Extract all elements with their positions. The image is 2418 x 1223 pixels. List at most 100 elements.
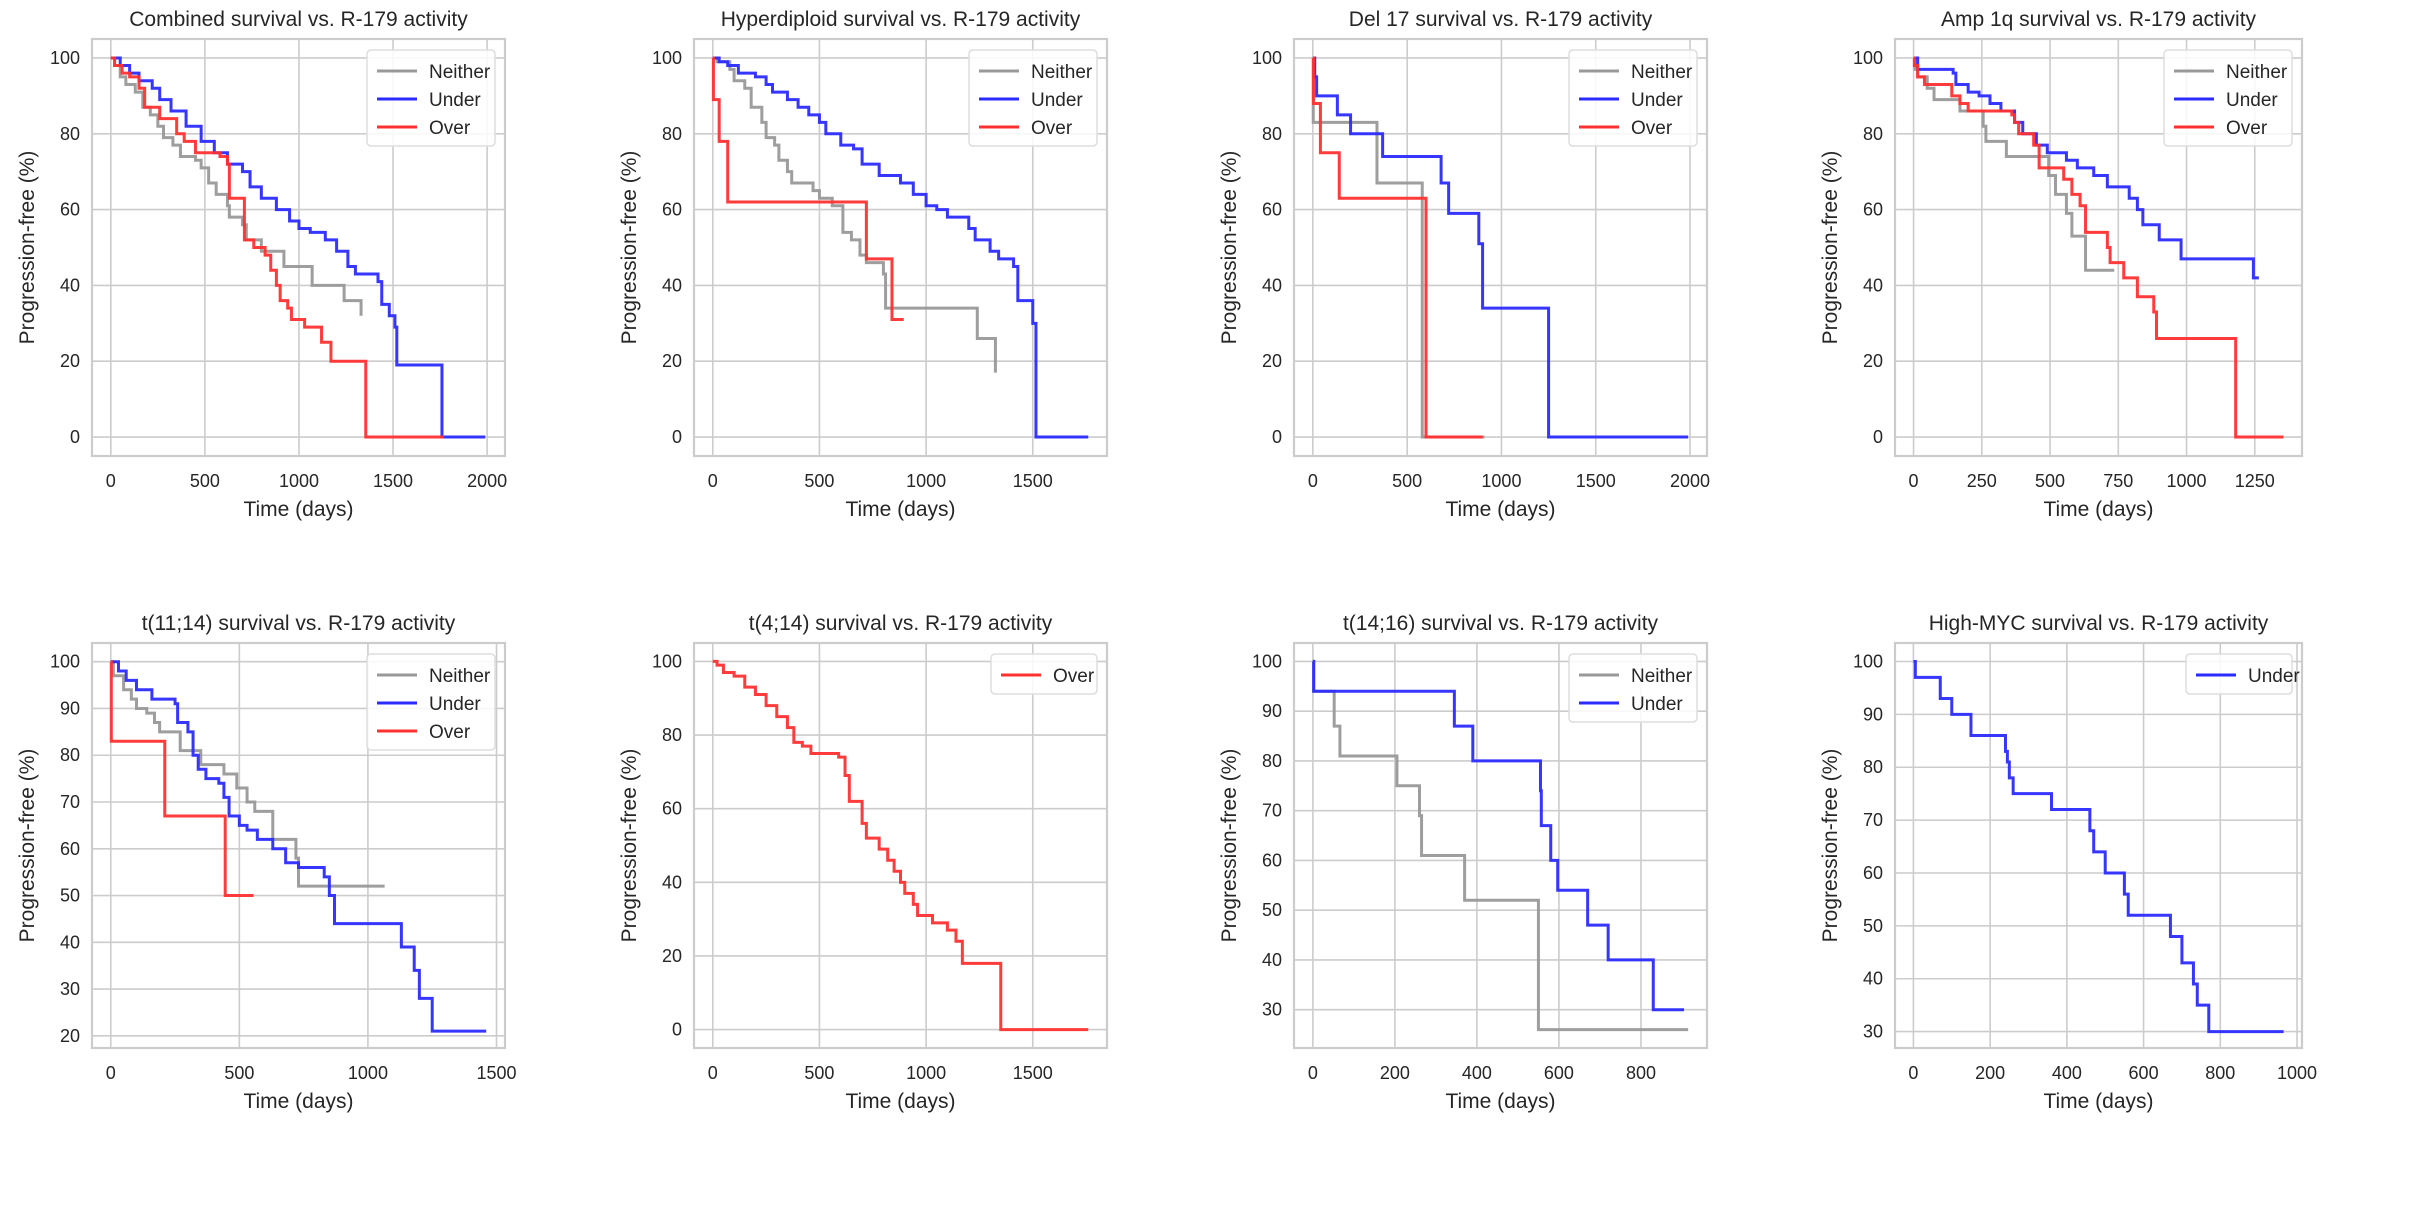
axes-frame <box>692 641 1109 1050</box>
legend: Over <box>990 653 1098 695</box>
subplot-title: Amp 1q survival vs. R-179 activity <box>1941 8 2257 31</box>
x-tick-label: 500 <box>1392 471 1422 491</box>
y-tick-label: 100 <box>1853 652 1883 672</box>
y-tick-label: 70 <box>60 792 80 812</box>
x-tick-label: 0 <box>1308 1063 1318 1083</box>
y-tick-label: 100 <box>1252 48 1282 68</box>
x-tick-label: 1000 <box>348 1063 388 1083</box>
legend-label: Under <box>1031 90 1083 111</box>
legend-label: Neither <box>429 666 491 687</box>
y-tick-label: 80 <box>662 124 682 144</box>
y-axis-label: Progression-free (%) <box>1218 151 1241 345</box>
y-tick-label: 80 <box>1863 757 1883 777</box>
series-over-line <box>1311 56 1483 439</box>
x-axis-label: Time (days) <box>2043 1090 2153 1113</box>
x-tick-label: 1000 <box>1481 471 1521 491</box>
x-axis-label: Time (days) <box>1445 498 1555 521</box>
y-tick-label: 30 <box>1262 1000 1282 1020</box>
x-tick-label: 800 <box>1626 1063 1656 1083</box>
x-tick-label: 0 <box>708 1063 718 1083</box>
y-axis-label: Progression-free (%) <box>1218 749 1241 943</box>
legend-label: Neither <box>1031 62 1093 83</box>
y-tick-label: 80 <box>60 124 80 144</box>
y-tick-label: 80 <box>1262 751 1282 771</box>
x-axis-label: Time (days) <box>845 498 955 521</box>
y-tick-label: 40 <box>60 932 80 952</box>
x-axis-label: Time (days) <box>243 1090 353 1113</box>
axes-frame <box>90 641 507 1050</box>
y-tick-label: 100 <box>1252 651 1282 671</box>
subplot-title: t(4;14) survival vs. R-179 activity <box>749 612 1053 635</box>
series-over-line <box>110 56 444 439</box>
x-tick-label: 600 <box>1544 1063 1574 1083</box>
y-tick-label: 90 <box>60 698 80 718</box>
legend-box <box>2163 49 2293 147</box>
y-axis-label: Progression-free (%) <box>1819 749 1842 943</box>
y-tick-label: 60 <box>1863 863 1883 883</box>
y-tick-label: 50 <box>1863 916 1883 936</box>
y-tick-label: 70 <box>1863 810 1883 830</box>
series-under-line <box>712 56 1089 439</box>
axes-frame <box>1292 641 1709 1050</box>
y-tick-label: 60 <box>1863 200 1883 220</box>
legend-label: Under <box>1631 90 1683 111</box>
x-tick-label: 1000 <box>2167 471 2207 491</box>
legend-label: Neither <box>1631 666 1693 687</box>
y-tick-label: 80 <box>662 725 682 745</box>
y-tick-label: 20 <box>1262 351 1282 371</box>
legend-label: Over <box>1053 666 1095 687</box>
legend-label: Neither <box>1631 62 1693 83</box>
series-over-line <box>1912 56 2284 439</box>
x-tick-label: 2000 <box>1670 471 1710 491</box>
x-tick-label: 500 <box>804 471 834 491</box>
y-tick-label: 100 <box>50 48 80 68</box>
axes-frame <box>1292 37 1709 458</box>
y-tick-label: 20 <box>1863 351 1883 371</box>
x-tick-label: 0 <box>1909 471 1919 491</box>
x-tick-label: 1500 <box>1013 471 1053 491</box>
x-tick-label: 200 <box>1380 1063 1410 1083</box>
series-neither-line <box>712 56 997 373</box>
y-tick-label: 20 <box>60 351 80 371</box>
x-tick-label: 1000 <box>279 471 319 491</box>
subplot-title: t(11;14) survival vs. R-179 activity <box>142 612 456 635</box>
x-axis-label: Time (days) <box>2043 498 2153 521</box>
legend-label: Over <box>429 722 471 743</box>
x-tick-label: 600 <box>2129 1063 2159 1083</box>
y-tick-label: 30 <box>1863 1022 1883 1042</box>
y-axis-label: Progression-free (%) <box>16 151 39 345</box>
y-axis-label: Progression-free (%) <box>618 151 641 345</box>
x-tick-label: 0 <box>106 1063 116 1083</box>
x-tick-label: 1250 <box>2235 471 2275 491</box>
legend: Neither Under Over <box>968 49 1098 147</box>
subplot-7: 0 200 400 600 800 30 40 50 60 70 80 90 100 t(14;16) s… <box>1218 612 1709 1113</box>
series-under-line <box>110 56 486 439</box>
subplot-title: High-MYC survival vs. R-179 activity <box>1929 612 2269 635</box>
x-tick-label: 0 <box>1308 471 1318 491</box>
series-under-line <box>1312 56 1689 439</box>
y-tick-label: 40 <box>1863 275 1883 295</box>
y-tick-label: 40 <box>60 275 80 295</box>
y-tick-label: 0 <box>672 1020 682 1040</box>
legend-box <box>366 49 496 147</box>
axes-frame <box>90 37 507 458</box>
subplot-4: 0 250 500 750 1000 1250 0 20 40 60 80 100 Amp 1q sur… <box>1819 8 2304 521</box>
legend-label: Neither <box>2226 62 2288 83</box>
legend: Neither Under <box>1568 653 1698 723</box>
x-axis-label: Time (days) <box>845 1090 955 1113</box>
legend-label: Neither <box>429 62 491 83</box>
x-tick-label: 0 <box>1908 1063 1918 1083</box>
y-axis-label: Progression-free (%) <box>16 749 39 943</box>
series-over-line <box>712 659 1089 1032</box>
legend: Neither Under Over <box>1568 49 1698 147</box>
subplot-title: Combined survival vs. R-179 activity <box>129 8 468 31</box>
legend-label: Over <box>1631 118 1673 139</box>
y-tick-label: 20 <box>662 946 682 966</box>
series-under-line <box>1913 660 2284 1034</box>
y-tick-label: 60 <box>60 839 80 859</box>
subplot-title: t(14;16) survival vs. R-179 activity <box>1343 612 1659 635</box>
series-under-line <box>110 660 487 1033</box>
y-tick-label: 0 <box>1272 427 1282 447</box>
axes-frame <box>692 37 1109 458</box>
